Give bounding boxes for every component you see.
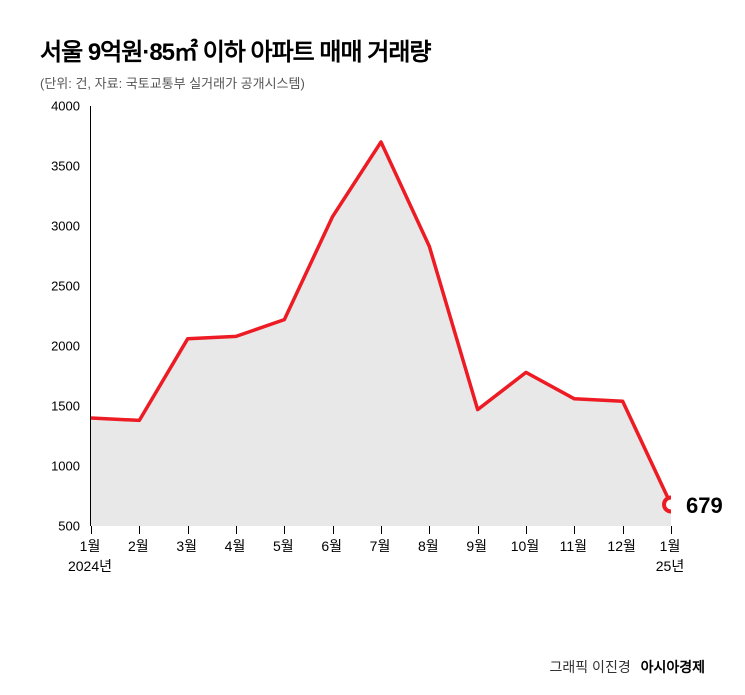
callout-value: 679 [686, 493, 723, 519]
x-axis-label: 4월 [225, 536, 246, 556]
x-tick [381, 526, 382, 534]
x-axis-label: 10월 [511, 536, 539, 556]
y-axis-label: 2500 [40, 279, 80, 294]
x-tick [91, 526, 92, 534]
x-axis-label: 5월 [273, 536, 294, 556]
x-year-left: 2024년 [68, 556, 112, 576]
chart-svg [91, 106, 671, 526]
x-tick [526, 526, 527, 534]
x-year-right: 25년 [656, 556, 684, 576]
x-tick [574, 526, 575, 534]
x-tick [478, 526, 479, 534]
x-axis-label: 3월 [176, 536, 197, 556]
x-axis-label: 7월 [370, 536, 391, 556]
plot-area [90, 106, 670, 526]
y-axis-label: 500 [40, 519, 80, 534]
x-axis-label: 8월 [418, 536, 439, 556]
area-fill [91, 142, 671, 526]
y-axis-label: 1500 [40, 399, 80, 414]
x-tick [236, 526, 237, 534]
chart-subtitle: (단위: 건, 자료: 국토교통부 실거래가 공개시스템) [40, 73, 705, 92]
x-tick [284, 526, 285, 534]
y-axis-label: 2000 [40, 339, 80, 354]
y-axis-label: 3000 [40, 219, 80, 234]
x-tick [188, 526, 189, 534]
x-axis-label: 9월 [466, 536, 487, 556]
y-axis-label: 4000 [40, 99, 80, 114]
credit-brand: 아시아경제 [641, 659, 705, 675]
x-axis-label: 1월 [660, 536, 681, 556]
chart-title: 서울 9억원·85㎡ 이하 아파트 매매 거래량 [40, 32, 705, 67]
x-tick [623, 526, 624, 534]
x-axis-label: 6월 [321, 536, 342, 556]
x-tick [429, 526, 430, 534]
end-marker [664, 498, 671, 512]
y-axis-label: 1000 [40, 459, 80, 474]
x-axis-label: 1월 [80, 536, 101, 556]
x-tick [333, 526, 334, 534]
x-axis-label: 11월 [560, 536, 587, 556]
credit-author: 그래픽 이진경 [550, 659, 631, 675]
y-axis-label: 3500 [40, 159, 80, 174]
chart-area: 50010001500200025003000350040001월2월3월4월5… [40, 106, 705, 576]
x-axis-label: 12월 [607, 536, 635, 556]
x-axis-label: 2월 [128, 536, 149, 556]
x-tick [671, 526, 672, 534]
x-tick [139, 526, 140, 534]
credit-line: 그래픽 이진경 아시아경제 [550, 657, 705, 677]
